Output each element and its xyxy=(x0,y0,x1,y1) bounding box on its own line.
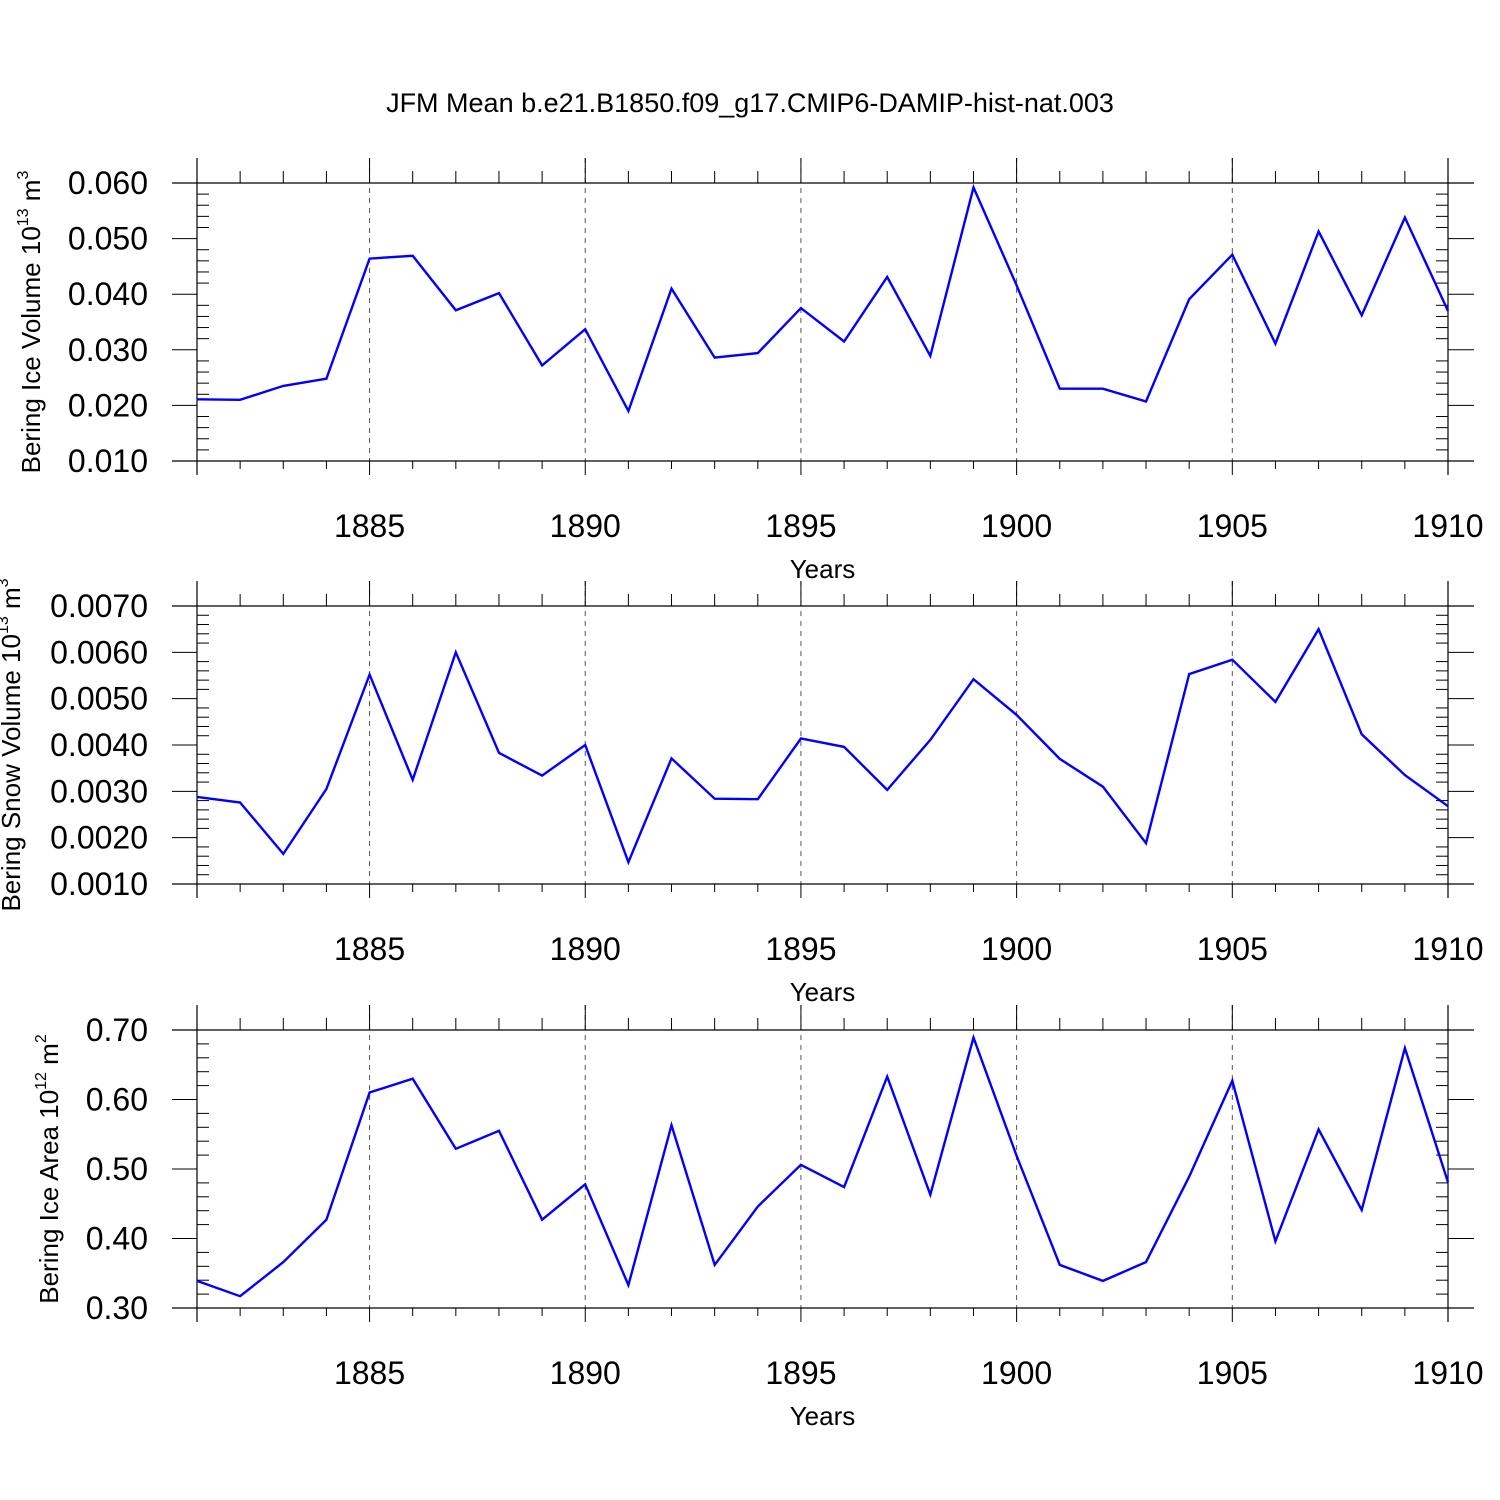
y-tick-label: 0.0020 xyxy=(50,820,148,856)
y-tick-label: 0.70 xyxy=(86,1012,148,1048)
series-line-1 xyxy=(196,183,1450,414)
x-tick-label-1905: 1905 xyxy=(1197,931,1268,967)
series-line-2 xyxy=(196,626,1449,866)
x-tick-label-1910: 1910 xyxy=(1412,508,1483,544)
x-axis-title: Years xyxy=(790,554,856,584)
y-tick-label: 0.40 xyxy=(86,1221,148,1257)
y-tick-label: 0.0070 xyxy=(50,588,148,624)
y-axis-title: Bering Ice Volume 1013 m3 xyxy=(15,171,46,474)
y-tick-label: 0.020 xyxy=(68,387,148,423)
y-tick-label: 0.0060 xyxy=(50,634,148,670)
y-tick-label: 0.040 xyxy=(68,276,148,312)
x-tick-label-1895: 1895 xyxy=(765,931,836,967)
x-tick-label-1905: 1905 xyxy=(1197,508,1268,544)
figure-title: JFM Mean b.e21.B1850.f09_g17.CMIP6-DAMIP… xyxy=(386,88,1114,118)
x-tick-label-1895: 1895 xyxy=(765,1355,836,1391)
x-tick-label-1885: 1885 xyxy=(334,508,405,544)
x-tick-label-1890: 1890 xyxy=(550,508,621,544)
panel-3: 0.30 0.40 0.50 0.60 0.70 1885 1890 1895 1900 1905… xyxy=(33,1005,1484,1431)
y-tick-label: 0.010 xyxy=(68,443,148,479)
series-line-3 xyxy=(196,1033,1450,1298)
y-tick-label: 0.0050 xyxy=(50,681,148,717)
y-tick-label: 0.0030 xyxy=(50,773,148,809)
y-axis-title: Bering Snow Volume 1013 m3 xyxy=(0,578,26,911)
y-tick-label: 0.50 xyxy=(86,1151,148,1187)
x-tick-label-1885: 1885 xyxy=(334,931,405,967)
x-axis-title: Years xyxy=(790,1401,856,1431)
x-tick-label-1900: 1900 xyxy=(981,1355,1052,1391)
y-tick-label: 0.030 xyxy=(68,332,148,368)
x-tick-label-1895: 1895 xyxy=(765,508,836,544)
x-tick-label-1900: 1900 xyxy=(981,931,1052,967)
x-tick-label-1885: 1885 xyxy=(334,1355,405,1391)
x-tick-label-1910: 1910 xyxy=(1412,1355,1483,1391)
panel-1: 0.010 0.020 0.030 0.040 0.050 0.060 1885 1890 18… xyxy=(15,158,1484,584)
x-tick-label-1910: 1910 xyxy=(1412,931,1483,967)
x-axis-title: Years xyxy=(790,977,856,1007)
panel-2: 0.0010 0.0020 0.0030 0.0040 0.0050 0.0060 0.00… xyxy=(0,578,1484,1007)
y-axis-title: Bering Ice Area 1012 m2 xyxy=(33,1034,64,1304)
y-tick-label: 0.60 xyxy=(86,1082,148,1118)
y-tick-label: 0.0010 xyxy=(50,866,148,902)
x-tick-label-1900: 1900 xyxy=(981,508,1052,544)
y-tick-label: 0.050 xyxy=(68,221,148,257)
x-tick-label-1890: 1890 xyxy=(550,931,621,967)
x-tick-label-1905: 1905 xyxy=(1197,1355,1268,1391)
y-tick-label: 0.060 xyxy=(68,165,148,201)
x-tick-label-1890: 1890 xyxy=(550,1355,621,1391)
y-tick-label: 0.0040 xyxy=(50,727,148,763)
y-tick-label: 0.30 xyxy=(86,1290,148,1326)
